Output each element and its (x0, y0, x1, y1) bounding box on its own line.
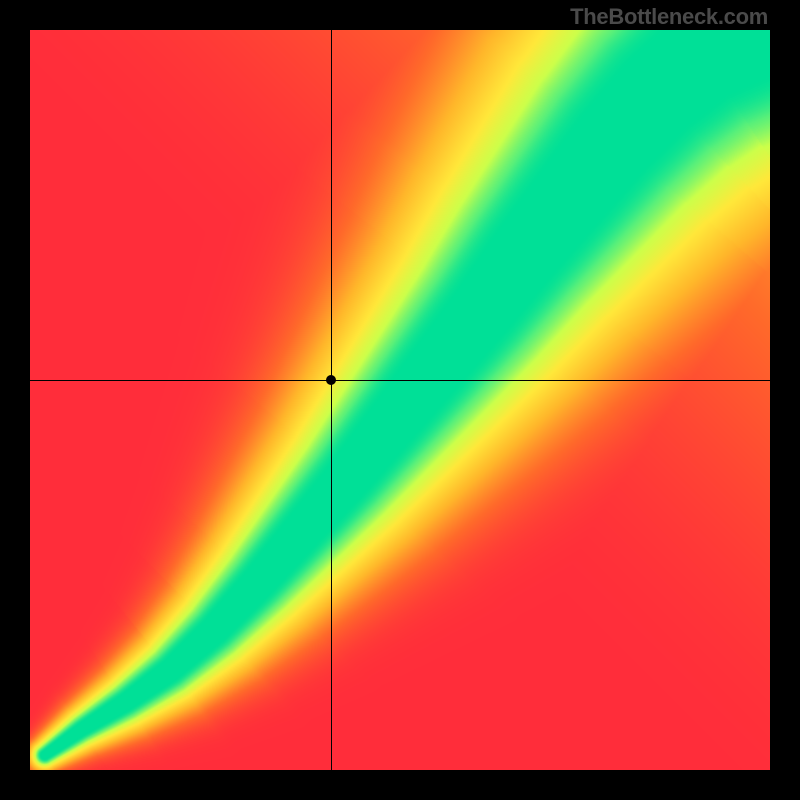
watermark-text: TheBottleneck.com (570, 4, 768, 30)
crosshair-vertical (331, 30, 332, 770)
crosshair-marker-dot (326, 375, 336, 385)
crosshair-horizontal (30, 380, 770, 381)
bottleneck-heatmap (30, 30, 770, 770)
heatmap-canvas (30, 30, 770, 770)
